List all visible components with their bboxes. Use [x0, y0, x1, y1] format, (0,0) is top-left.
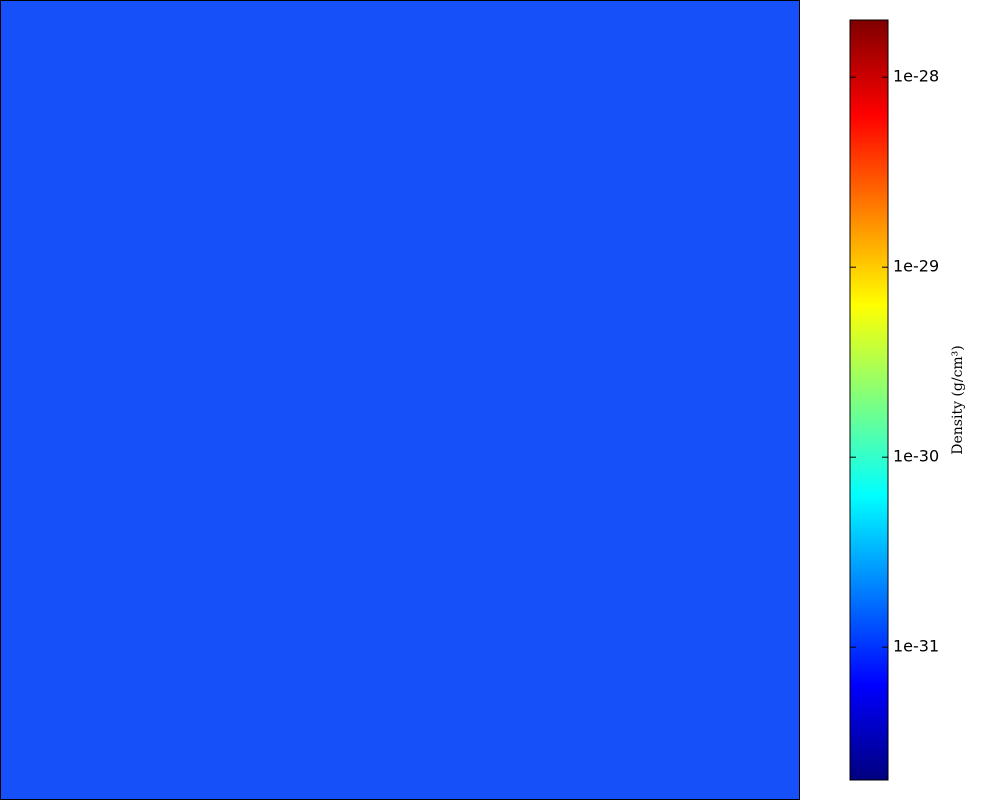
density-image [0, 0, 800, 800]
tick-label: 1e-29 [893, 257, 939, 276]
tick-label: 1e-28 [893, 67, 939, 86]
tick-label: 1e-31 [893, 637, 939, 656]
tick-label: 1e-30 [893, 447, 939, 466]
colorbar [849, 19, 889, 781]
colorbar-label: Density (g/cm³) [950, 345, 966, 455]
